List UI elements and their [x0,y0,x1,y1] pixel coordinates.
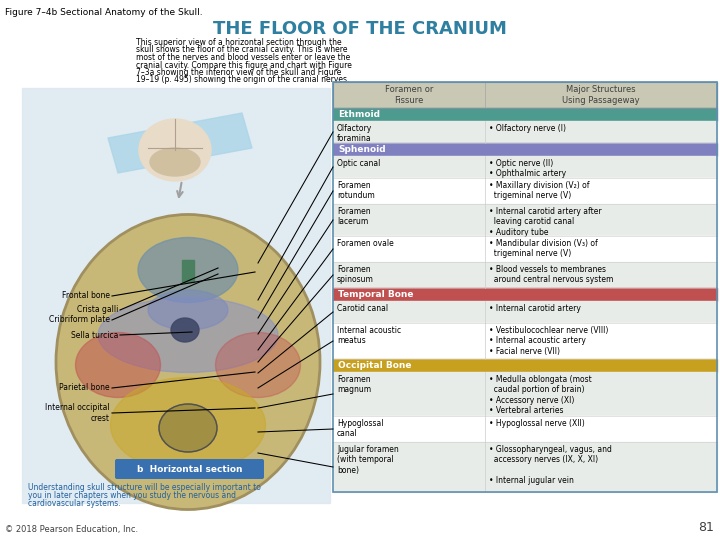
Text: Foramen ovale: Foramen ovale [337,239,394,248]
Bar [333,236,717,262]
Ellipse shape [159,404,217,452]
Text: • Blood vessels to membranes
  around central nervous system: • Blood vessels to membranes around cent… [489,265,613,285]
Text: Internal occipital
crest: Internal occipital crest [45,403,110,423]
Text: 19–19 (p. 495) showing the origin of the cranial nerves.: 19–19 (p. 495) showing the origin of the… [136,76,349,84]
Bar [22,88,330,503]
Text: Parietal bone: Parietal bone [59,383,110,393]
Bar [333,288,717,301]
Bar [333,204,717,236]
Text: Understanding skull structure will be especially important to: Understanding skull structure will be es… [28,483,261,492]
Ellipse shape [139,119,211,181]
Ellipse shape [110,377,266,472]
Bar [333,121,717,143]
Bar [333,82,717,108]
Text: Hypoglossal
canal: Hypoglossal canal [337,419,384,438]
Text: Foramen or
Fissure: Foramen or Fissure [384,85,433,105]
Ellipse shape [98,298,278,373]
Ellipse shape [215,333,300,397]
Text: Foramen
rotundum: Foramen rotundum [337,181,374,200]
Text: Crista galli: Crista galli [76,306,118,314]
Text: Olfactory
foramina: Olfactory foramina [337,124,372,144]
Ellipse shape [171,318,199,342]
Bar [333,442,717,492]
Text: • Vestibulocochlear nerve (VIII)
• Internal acoustic artery
• Facial nerve (VII): • Vestibulocochlear nerve (VIII) • Inter… [489,326,608,356]
Bar [182,260,194,282]
Bar [333,372,717,416]
Text: • Mandibular division (V₃) of
  trigeminal nerve (V): • Mandibular division (V₃) of trigeminal… [489,239,598,259]
Text: Foramen
magnum: Foramen magnum [337,375,371,394]
Text: 81: 81 [698,521,714,534]
Text: This superior view of a horizontal section through the: This superior view of a horizontal secti… [136,38,341,47]
Ellipse shape [150,148,200,176]
Text: Optic canal: Optic canal [337,159,380,168]
Text: Internal acoustic
meatus: Internal acoustic meatus [337,326,401,346]
Text: • Optic nerve (II)
• Ophthalmic artery: • Optic nerve (II) • Ophthalmic artery [489,159,566,178]
Bar [333,262,717,288]
Text: cranial cavity. Compare this figure and chart with Figure: cranial cavity. Compare this figure and … [136,60,352,70]
Ellipse shape [138,238,238,302]
Text: 7–3a showing the inferior view of the skull and Figure: 7–3a showing the inferior view of the sk… [136,68,341,77]
Bar [333,143,717,156]
Text: Occipital Bone: Occipital Bone [338,361,412,370]
Text: © 2018 Pearson Education, Inc.: © 2018 Pearson Education, Inc. [5,525,138,534]
Text: • Internal carotid artery: • Internal carotid artery [489,304,581,313]
Text: Sphenoid: Sphenoid [338,145,386,154]
Ellipse shape [148,290,228,330]
Text: • Olfactory nerve (I): • Olfactory nerve (I) [489,124,566,133]
Bar [333,301,717,323]
Text: Cribriform plate: Cribriform plate [49,315,110,325]
Text: Foramen
spinosum: Foramen spinosum [337,265,374,285]
Text: most of the nerves and blood vessels enter or leave the: most of the nerves and blood vessels ent… [136,53,350,62]
Bar [333,359,717,372]
Bar [333,156,717,178]
Text: Foramen
lacerum: Foramen lacerum [337,207,371,226]
Polygon shape [108,113,252,173]
Text: Sella turcica: Sella turcica [71,330,118,340]
Text: you in later chapters when you study the nervous and: you in later chapters when you study the… [28,491,236,500]
Bar [333,82,717,108]
Bar [333,82,717,492]
Bar [333,416,717,442]
Text: b  Horizontal section: b Horizontal section [138,464,243,474]
Text: Figure 7–4b Sectional Anatomy of the Skull.: Figure 7–4b Sectional Anatomy of the Sku… [5,8,202,17]
Text: Temporal Bone: Temporal Bone [338,290,413,299]
Text: • Glossopharyngeal, vagus, and
  accessory nerves (IX, X, XI)

• Internal jugula: • Glossopharyngeal, vagus, and accessory… [489,445,612,485]
Text: THE FLOOR OF THE CRANIUM: THE FLOOR OF THE CRANIUM [213,20,507,38]
Text: • Internal carotid artery after
  leaving carotid canal
• Auditory tube: • Internal carotid artery after leaving … [489,207,602,237]
Text: skull shows the floor of the cranial cavity. This is where: skull shows the floor of the cranial cav… [136,45,348,55]
Ellipse shape [76,333,161,397]
Bar [333,178,717,204]
Text: Ethmoid: Ethmoid [338,110,380,119]
Ellipse shape [56,214,320,510]
Text: • Medulla oblongata (most
  caudal portion of brain)
• Accessory nerve (XI)
• Ve: • Medulla oblongata (most caudal portion… [489,375,592,415]
FancyBboxPatch shape [115,459,264,479]
Text: • Maxillary division (V₂) of
  trigeminal nerve (V): • Maxillary division (V₂) of trigeminal … [489,181,590,200]
Text: • Hypoglossal nerve (XII): • Hypoglossal nerve (XII) [489,419,585,428]
Text: Jugular foramen
(with temporal
bone): Jugular foramen (with temporal bone) [337,445,399,475]
Text: cardiovascular systems.: cardiovascular systems. [28,499,121,508]
Text: Frontal bone: Frontal bone [62,292,110,300]
Bar [333,323,717,359]
Text: Major Structures
Using Passageway: Major Structures Using Passageway [562,85,640,105]
Bar [333,108,717,121]
Text: Carotid canal: Carotid canal [337,304,388,313]
